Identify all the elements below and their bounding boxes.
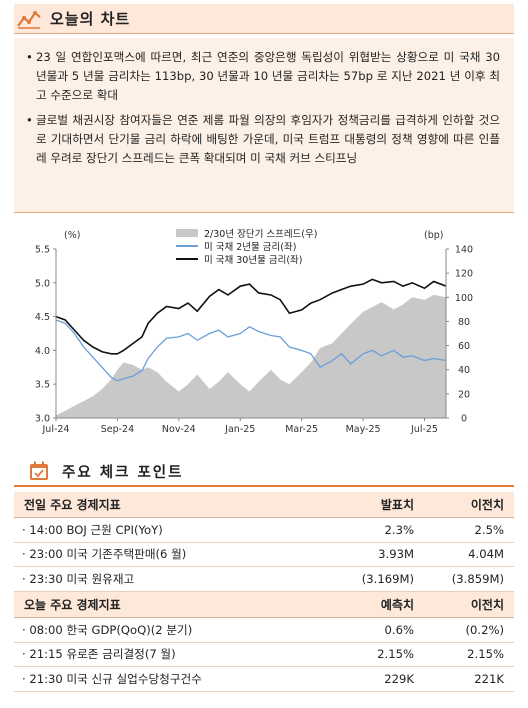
calendar-check-icon — [30, 461, 48, 480]
legend-item-30y: 미 국채 30년물 금리(좌) — [176, 252, 317, 266]
bullet-item: • 글로벌 채권시장 참여자들은 연준 제롬 파월 의장의 후임자가 정책금리를… — [26, 111, 500, 168]
right-tick-label: 0 — [461, 414, 467, 425]
header-previous: 이전치 — [470, 598, 504, 612]
legend-label: 미 국채 30년물 금리(좌) — [204, 254, 303, 266]
chart-canvas: 5.5 5.0 4.5 4.0 3.5 3.0 140 120 100 80 60 40 20 0 Jul-… — [35, 245, 473, 436]
header-indicator: 오늘 주요 경제지표 — [24, 598, 121, 612]
actual-value: 3.93M — [378, 547, 414, 562]
yield-spread-chart: 5.5 5.0 4.5 4.0 3.5 3.0 140 120 100 80 60 40 20 0 Jul-… — [14, 222, 514, 440]
right-tick-label: 100 — [455, 293, 473, 304]
right-tick-label: 140 — [455, 245, 473, 256]
bullet-item: • 23 일 연합인포맥스에 따르면, 최근 연준의 중앙은행 독립성이 위협받… — [26, 48, 500, 105]
legend-swatch — [176, 228, 198, 237]
previous-value: 2.15% — [467, 647, 504, 662]
header-forecast: 예측치 — [380, 598, 414, 612]
previous-day-indicators-table: 전일 주요 경제지표 발표치 이전치 · 14:00 BOJ 근원 CPI(Yo… — [14, 492, 514, 592]
x-tick-label: May-25 — [346, 424, 381, 435]
table-row: · 23:00 미국 기존주택판매(6 월) 3.93M 4.04M — [14, 543, 514, 567]
header-indicator: 전일 주요 경제지표 — [24, 498, 121, 512]
section-header-todays-chart: 오늘의 차트 — [14, 4, 514, 34]
left-tick-label: 3.0 — [35, 414, 50, 425]
left-tick-label: 5.5 — [35, 245, 50, 256]
chart-line-icon — [17, 10, 41, 29]
indicator-name: · 21:15 유로존 금리결정(7 월) — [22, 647, 176, 662]
table-row: · 23:30 미국 원유재고 (3.169M) (3.859M) — [14, 567, 514, 592]
bullet-text: 글로벌 채권시장 참여자들은 연준 제롬 파월 의장의 후임자가 정책금리를 급… — [36, 113, 500, 165]
forecast-value: 229K — [384, 671, 414, 686]
previous-value: (0.2%) — [465, 622, 504, 637]
legend-label: 2/30년 장단기 스프레드(우) — [204, 228, 318, 240]
header-actual: 발표치 — [380, 498, 414, 512]
x-tick-label: Nov-24 — [162, 424, 196, 435]
section-header-check-points: 주요 체크 포인트 — [14, 457, 514, 487]
legend-item-spread: 2/30년 장단기 스프레드(우) — [176, 226, 318, 240]
section-title: 주요 체크 포인트 — [62, 464, 184, 481]
left-axis-unit: (%) — [64, 230, 81, 241]
left-tick-label: 4.0 — [35, 346, 50, 357]
table-row: · 08:00 한국 GDP(QoQ)(2 분기) 0.6% (0.2%) — [14, 618, 514, 643]
right-tick-label: 60 — [458, 341, 470, 352]
legend-item-2y: 미 국채 2년물 금리(좌) — [176, 239, 317, 253]
bullet-mark: • — [26, 50, 33, 64]
section-title: 오늘의 차트 — [50, 10, 131, 28]
summary-bullets: • 23 일 연합인포맥스에 따르면, 최근 연준의 중앙은행 독립성이 위협받… — [14, 38, 514, 213]
x-tick-label: Jul-25 — [410, 424, 438, 435]
left-tick-label: 4.5 — [35, 312, 50, 323]
forecast-value: 0.6% — [384, 622, 414, 637]
left-tick-label: 5.0 — [35, 278, 50, 289]
x-tick-label: Jul-24 — [42, 424, 70, 435]
series-line-30y — [55, 278, 447, 355]
right-axis-unit: (bp) — [424, 230, 444, 241]
previous-value: 221K — [474, 671, 504, 686]
x-tick-label: Jan-25 — [224, 424, 255, 435]
today-indicators-table: 오늘 주요 경제지표 예측치 이전치 · 08:00 한국 GDP(QoQ)(2… — [14, 592, 514, 692]
x-tick-label: Sep-24 — [101, 424, 134, 435]
series-area-spread — [56, 294, 446, 418]
actual-value: 2.3% — [384, 522, 414, 537]
legend-swatch — [176, 244, 198, 247]
table-row: · 21:15 유로존 금리결정(7 월) 2.15% 2.15% — [14, 643, 514, 667]
table-header: 전일 주요 경제지표 발표치 이전치 — [14, 492, 514, 518]
legend-label: 미 국채 2년물 금리(좌) — [204, 241, 297, 253]
right-tick-label: 40 — [458, 365, 470, 376]
indicator-name: · 23:30 미국 원유재고 — [22, 571, 135, 586]
header-previous: 이전치 — [470, 498, 504, 512]
previous-value: 4.04M — [468, 547, 504, 562]
table-header: 오늘 주요 경제지표 예측치 이전치 — [14, 592, 514, 618]
chart-legend: 2/30년 장단기 스프레드(우) 미 국채 2년물 금리(좌) 미 국채 30… — [176, 226, 318, 266]
indicator-name: · 08:00 한국 GDP(QoQ)(2 분기) — [22, 622, 193, 637]
right-tick-label: 20 — [458, 389, 470, 400]
indicator-name: · 21:30 미국 신규 실업수당청구건수 — [22, 671, 202, 686]
left-tick-label: 3.5 — [35, 380, 50, 391]
forecast-value: 2.15% — [377, 647, 414, 662]
actual-value: (3.169M) — [361, 571, 414, 586]
right-tick-label: 80 — [458, 317, 470, 328]
indicator-name: · 23:00 미국 기존주택판매(6 월) — [22, 547, 187, 562]
right-tick-label: 120 — [455, 269, 473, 280]
legend-swatch — [176, 257, 198, 260]
table-row: · 14:00 BOJ 근원 CPI(YoY) 2.3% 2.5% — [14, 518, 514, 543]
table-row: · 21:30 미국 신규 실업수당청구건수 229K 221K — [14, 667, 514, 692]
previous-value: 2.5% — [474, 522, 504, 537]
bullet-mark: • — [26, 113, 33, 127]
series-line-2y — [55, 319, 447, 382]
previous-value: (3.859M) — [451, 571, 504, 586]
bullet-text: 23 일 연합인포맥스에 따르면, 최근 연준의 중앙은행 독립성이 위협받는 … — [36, 50, 500, 102]
indicator-name: · 14:00 BOJ 근원 CPI(YoY) — [22, 522, 163, 537]
x-tick-label: Mar-25 — [285, 424, 318, 435]
